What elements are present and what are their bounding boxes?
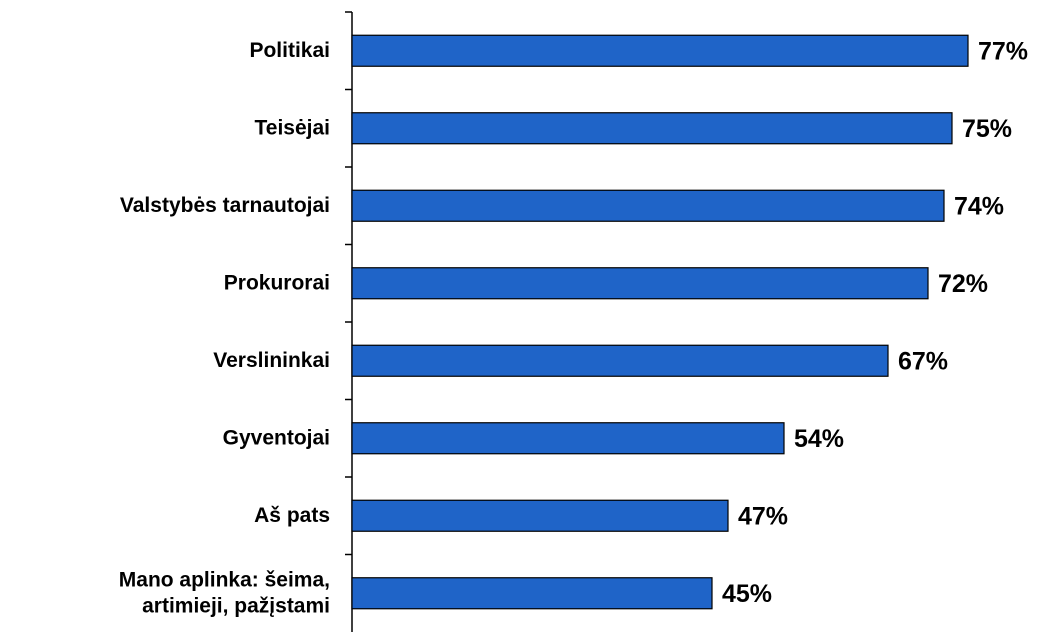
value-label: 47% — [738, 502, 788, 530]
category-label: Verslininkai — [213, 348, 330, 371]
category-label: Politikai — [249, 38, 330, 61]
bar — [351, 344, 889, 377]
value-label: 54% — [794, 425, 844, 453]
bar — [351, 422, 785, 455]
bar — [351, 267, 929, 300]
bar — [351, 189, 945, 222]
bar — [351, 34, 969, 67]
value-label: 74% — [954, 192, 1004, 220]
value-label: 75% — [962, 115, 1012, 143]
bar — [351, 577, 713, 610]
bar — [351, 112, 953, 145]
value-label: 77% — [978, 37, 1028, 65]
value-label: 67% — [898, 347, 948, 375]
category-label: Teisėjai — [255, 116, 331, 139]
category-label: Mano aplinka: šeima, artimieji, pažįstami — [119, 568, 330, 617]
category-label: Gyventojai — [223, 426, 330, 449]
value-label: 72% — [938, 270, 988, 298]
category-label: Valstybės tarnautojai — [120, 193, 330, 216]
category-label: Prokurorai — [224, 271, 330, 294]
bar — [351, 499, 729, 532]
category-label: Aš pats — [254, 503, 330, 526]
value-label: 45% — [722, 580, 772, 608]
